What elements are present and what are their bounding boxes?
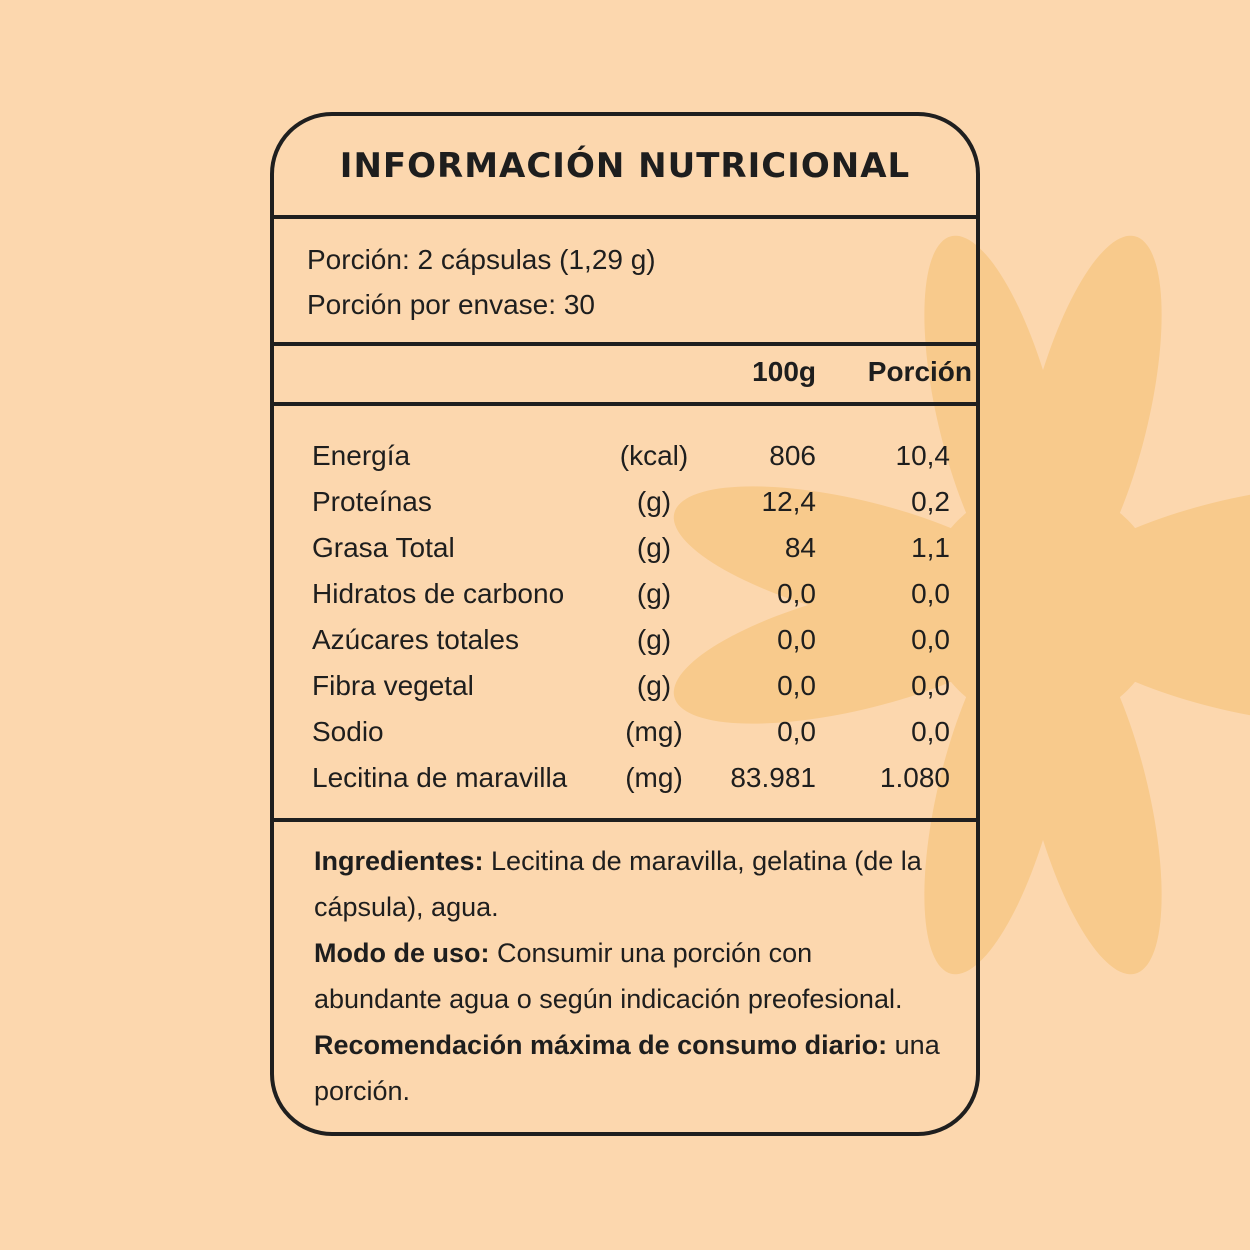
divider	[274, 215, 976, 219]
label-title: INFORMACIÓN NUTRICIONAL	[339, 146, 911, 186]
divider	[274, 342, 976, 346]
usage-label: Modo de uso:	[314, 938, 490, 968]
nutrient-unit: (mg)	[625, 716, 683, 747]
max-daily-text: una porción.	[314, 1030, 940, 1106]
divider	[274, 402, 976, 406]
nutrient-name: Lecitina de maravilla	[312, 762, 568, 793]
max-daily: Recomendación máxima de consumo diario: …	[314, 1022, 946, 1114]
ingredients: Ingredientes: Lecitina de maravilla, gel…	[314, 838, 946, 930]
nutrient-row: Proteínas (g) 12,4 0,2	[274, 486, 976, 532]
value-portion: 0,2	[911, 486, 950, 517]
flower-center	[923, 485, 1163, 725]
nutrition-label: INFORMACIÓN NUTRICIONAL Porción: 2 cápsu…	[270, 112, 980, 1136]
value-100g: 84	[784, 532, 816, 563]
nutrient-name: Grasa Total	[312, 532, 455, 563]
nutrient-row: Energía (kcal) 806 10,4	[274, 440, 976, 486]
nutrient-row: Sodio (mg) 0,0 0,0	[274, 716, 976, 762]
value-100g: 806	[769, 440, 816, 471]
value-100g: 12,4	[761, 486, 817, 517]
nutrient-row: Fibra vegetal (g) 0,0 0,0	[274, 670, 976, 716]
additional-info: Ingredientes: Lecitina de maravilla, gel…	[314, 838, 946, 1114]
nutrient-name: Proteínas	[312, 486, 432, 517]
value-portion: 0,0	[911, 624, 950, 655]
ingredients-text: Lecitina de maravilla, gelatina (de la c…	[314, 846, 922, 922]
nutrient-unit: (kcal)	[619, 440, 689, 471]
ingredients-label: Ingredientes:	[314, 846, 484, 876]
value-portion: 1,1	[911, 532, 950, 563]
nutrient-unit: (g)	[636, 578, 672, 609]
column-header-portion: Porción	[867, 356, 972, 387]
nutrient-name: Fibra vegetal	[312, 670, 474, 701]
nutrient-unit: (g)	[636, 532, 672, 563]
serving-size: Porción: 2 cápsulas (1,29 g)	[307, 244, 656, 275]
nutrient-row: Azúcares totales (g) 0,0 0,0	[274, 624, 976, 670]
value-portion: 10,4	[895, 440, 951, 471]
nutrient-row: Grasa Total (g) 84 1,1	[274, 532, 976, 578]
value-portion: 1.080	[879, 762, 950, 793]
nutrient-unit: (g)	[636, 486, 672, 517]
value-100g: 0,0	[777, 624, 816, 655]
value-portion: 0,0	[911, 578, 950, 609]
nutrient-name: Hidratos de carbono	[312, 578, 565, 609]
column-header-100g: 100g	[752, 356, 816, 387]
usage: Modo de uso: Consumir una porción con ab…	[314, 930, 946, 1022]
nutrient-unit: (g)	[636, 670, 672, 701]
value-100g: 0,0	[777, 716, 816, 747]
nutrient-row: Hidratos de carbono (g) 0,0 0,0	[274, 578, 976, 624]
nutrient-name: Energía	[312, 440, 411, 471]
value-portion: 0,0	[911, 670, 950, 701]
nutrient-name: Sodio	[312, 716, 384, 747]
value-100g: 0,0	[777, 670, 816, 701]
value-100g: 0,0	[777, 578, 816, 609]
value-100g: 83.981	[730, 762, 816, 793]
servings-per-container: Porción por envase: 30	[307, 289, 595, 320]
nutrient-unit: (mg)	[625, 762, 683, 793]
nutrient-name: Azúcares totales	[312, 624, 519, 655]
nutrient-row: Lecitina de maravilla (mg) 83.981 1.080	[274, 762, 976, 808]
nutrient-unit: (g)	[636, 624, 672, 655]
max-daily-label: Recomendación máxima de consumo diario:	[314, 1030, 888, 1060]
usage-text: Consumir una porción con abundante agua …	[314, 938, 903, 1014]
divider	[274, 818, 976, 822]
value-portion: 0,0	[911, 716, 950, 747]
